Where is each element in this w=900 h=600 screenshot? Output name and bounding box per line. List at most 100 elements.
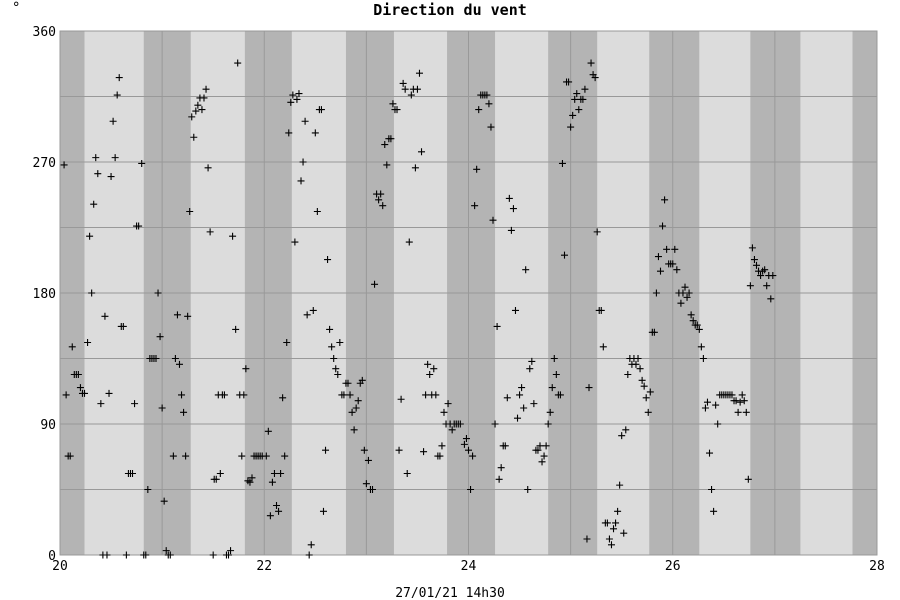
data-point: [175, 360, 183, 368]
data-point: [587, 59, 595, 67]
data-point: [699, 355, 707, 362]
data-point: [307, 541, 315, 549]
data-point: [632, 360, 640, 368]
data-point: [732, 397, 740, 405]
data-point: [575, 106, 583, 114]
data-point: [173, 311, 181, 319]
data-point: [659, 222, 667, 230]
data-point: [313, 207, 321, 215]
data-point: [638, 376, 646, 384]
data-point: [299, 158, 307, 166]
data-point: [289, 91, 297, 99]
data-point: [393, 106, 401, 114]
data-point: [105, 389, 113, 397]
data-point: [483, 91, 491, 99]
data-point: [135, 222, 143, 230]
data-point: [198, 106, 206, 114]
data-point: [448, 426, 456, 434]
data-point: [661, 196, 669, 204]
data-point: [507, 226, 515, 234]
data-point: [358, 376, 366, 384]
data-point: [332, 365, 340, 373]
data-point: [462, 435, 470, 443]
data-point: [556, 391, 564, 399]
data-point: [375, 196, 383, 204]
data-point: [395, 446, 403, 454]
data-point: [767, 295, 775, 303]
data-point: [620, 529, 628, 537]
data-point: [752, 261, 760, 269]
data-point: [383, 161, 391, 169]
data-point: [389, 100, 397, 108]
data-point: [465, 446, 472, 454]
data-point: [60, 161, 68, 169]
data-point: [654, 253, 662, 261]
data-point: [229, 232, 237, 240]
data-point: [340, 391, 348, 399]
data-point: [424, 360, 432, 368]
data-point: [107, 173, 115, 181]
data-point: [273, 502, 281, 510]
data-point: [291, 238, 299, 246]
y-tick-label: 180: [33, 287, 56, 302]
data-point: [285, 129, 293, 137]
data-point: [352, 404, 360, 412]
data-point: [761, 266, 769, 274]
data-point: [669, 260, 677, 268]
data-point: [436, 452, 444, 460]
data-point: [162, 547, 170, 555]
data-point: [689, 317, 697, 325]
data-point: [336, 338, 344, 346]
data-point: [748, 244, 756, 252]
data-point: [573, 90, 581, 98]
data-point: [111, 154, 119, 162]
corner-mark: °: [12, 0, 20, 16]
data-point: [92, 154, 100, 162]
data-point: [348, 408, 356, 416]
data-point: [636, 365, 644, 373]
data-point: [597, 306, 605, 314]
data-point: [546, 408, 554, 416]
data-point: [646, 388, 654, 396]
data-point: [362, 480, 370, 488]
data-point: [552, 371, 560, 379]
data-point: [642, 394, 650, 402]
data-point: [640, 382, 648, 390]
data-point: [94, 170, 102, 178]
data-point: [88, 289, 96, 297]
data-point: [227, 547, 235, 555]
data-point: [744, 475, 752, 483]
data-point: [297, 177, 305, 185]
data-point: [610, 525, 618, 533]
data-point: [708, 486, 716, 493]
data-point: [200, 94, 208, 102]
data-point: [644, 408, 652, 416]
data-point: [377, 190, 385, 198]
data-point: [618, 432, 626, 440]
data-point: [712, 401, 720, 409]
data-point: [769, 272, 777, 280]
data-point: [103, 551, 111, 559]
data-point: [763, 282, 771, 290]
data-point: [76, 384, 84, 392]
data-point: [182, 452, 190, 460]
data-point: [542, 442, 550, 450]
data-point: [591, 74, 599, 82]
data-point: [246, 478, 254, 486]
data-point: [703, 398, 711, 406]
data-point: [456, 420, 464, 428]
data-point: [503, 394, 511, 402]
data-point: [330, 355, 338, 362]
data-point: [418, 148, 426, 156]
data-point: [305, 551, 313, 559]
data-point: [679, 289, 687, 297]
data-point: [144, 486, 152, 493]
data-point: [677, 299, 685, 307]
data-point: [599, 343, 607, 351]
data-point: [242, 365, 250, 373]
data-point: [66, 452, 74, 460]
data-point: [740, 397, 748, 405]
data-point: [131, 400, 139, 408]
data-point: [301, 117, 309, 125]
data-point: [422, 391, 430, 399]
